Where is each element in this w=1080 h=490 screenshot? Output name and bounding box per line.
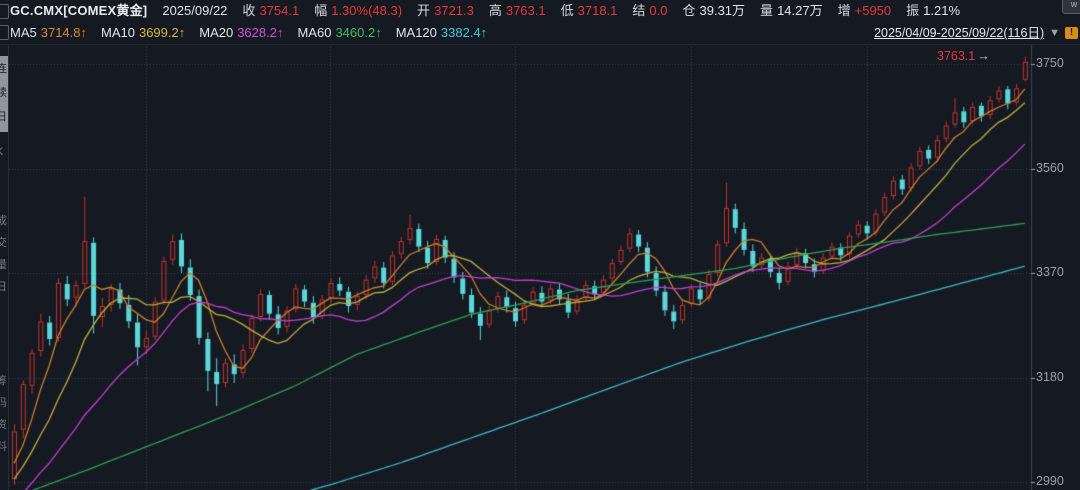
quote-fields: 收 3754.1 幅 1.30%(48.3) 开 3721.3 高 3763.1 低 3718.1… bbox=[242, 0, 960, 22]
quote-field-value: 14.27万 bbox=[777, 3, 823, 18]
ma-legend-item: MA5 3714.8↑ bbox=[10, 22, 87, 44]
quote-field-label: 振 bbox=[906, 3, 920, 18]
arrow-right-icon: → bbox=[977, 49, 990, 63]
quote-field: 结 0.0 bbox=[632, 0, 667, 22]
quote-field-label: 幅 bbox=[314, 3, 328, 18]
quote-field-label: 结 bbox=[632, 3, 646, 18]
ma-legend-item: MA10 3699.2↑ bbox=[101, 22, 185, 44]
sidebar-tab[interactable]: 料 bbox=[0, 441, 7, 453]
quote-field-value: 39.31万 bbox=[699, 3, 746, 18]
sidebar-tab[interactable]: 量 bbox=[0, 259, 7, 271]
quote-field-label: 增 bbox=[837, 3, 851, 18]
sidebar-tabs: 连续日K成交量日筹码资料 bbox=[0, 44, 9, 490]
ma-legend-item: MA120 3382.4↑ bbox=[396, 22, 487, 44]
quote-field-label: 仓 bbox=[682, 3, 696, 18]
monitor-icon[interactable]: w bbox=[1062, 0, 1080, 14]
last-price-label: 3763.1 → bbox=[937, 49, 990, 63]
ticker-symbol: GC.CMX[COMEX黄金] bbox=[10, 3, 148, 18]
quote-date: 2025/09/22 bbox=[162, 3, 228, 18]
ma-value: 3382.4↑ bbox=[440, 25, 488, 40]
quote-field: 高 3763.1 bbox=[489, 0, 546, 22]
ma-value: 3628.2↑ bbox=[237, 25, 284, 40]
ma-value: 3714.8↑ bbox=[40, 25, 87, 40]
quote-header: GC.CMX[COMEX黄金] 2025/09/22 收 3754.1 幅 1.30%… bbox=[0, 0, 1080, 22]
quote-field-value: 1.21% bbox=[923, 3, 961, 18]
ma-label: MA60 bbox=[297, 25, 332, 40]
sidebar-tab[interactable]: 日 bbox=[0, 111, 7, 123]
alert-icon[interactable]: ! bbox=[1065, 27, 1078, 39]
ma-legend-items: MA5 3714.8↑ MA10 3699.2↑ MA20 3628.2↑ MA60 3460… bbox=[10, 22, 487, 44]
ma-value: 3699.2↑ bbox=[138, 25, 186, 40]
quote-field-value: 3721.3 bbox=[434, 3, 474, 18]
quote-field: 收 3754.1 bbox=[242, 0, 299, 22]
ma-legend-item: MA60 3460.2↑ bbox=[297, 22, 381, 44]
quote-field: 低 3718.1 bbox=[561, 0, 618, 22]
ma-legend-item: MA20 3628.2↑ bbox=[199, 22, 283, 44]
quote-field-value: 3718.1 bbox=[577, 3, 618, 18]
sidebar-tab[interactable]: 筹 bbox=[0, 375, 7, 387]
sidebar-tab[interactable]: 成 bbox=[0, 215, 7, 227]
quote-field-label: 量 bbox=[760, 3, 774, 18]
clipped-tool-icon[interactable] bbox=[0, 4, 9, 19]
price-axis-label: 3560 bbox=[1036, 160, 1064, 175]
sidebar-tab-selected[interactable] bbox=[0, 56, 8, 132]
clipped-chart-icon[interactable] bbox=[0, 25, 9, 40]
date-range-button[interactable]: 2025/04/09-2025/09/22(116日) bbox=[874, 26, 1045, 40]
quote-field: 振 1.21% bbox=[906, 0, 960, 22]
ma-legend-bar: MA5 3714.8↑ MA10 3699.2↑ MA20 3628.2↑ MA60 3460… bbox=[0, 22, 1080, 45]
ma-label: MA10 bbox=[101, 25, 135, 40]
price-axis-label: 3370 bbox=[1036, 265, 1064, 279]
sidebar-tab[interactable]: 日 bbox=[0, 281, 7, 293]
quote-field-label: 高 bbox=[488, 3, 502, 18]
quote-field: 增 +5950 bbox=[838, 0, 892, 22]
last-price-value: 3763.1 bbox=[937, 49, 976, 63]
sidebar-tab[interactable]: 续 bbox=[0, 87, 7, 99]
price-axis-label: 3180 bbox=[1036, 369, 1064, 384]
quote-field: 开 3721.3 bbox=[417, 0, 474, 22]
price-axis-label: 3750 bbox=[1036, 56, 1064, 70]
quote-field-value: 3763.1 bbox=[505, 3, 546, 18]
ma-label: MA20 bbox=[199, 25, 234, 40]
ma-label: MA120 bbox=[395, 25, 437, 40]
quote-field-value: 1.30%(48.3) bbox=[331, 3, 403, 18]
quote-field-label: 收 bbox=[242, 3, 256, 18]
sidebar-tab[interactable]: 交 bbox=[0, 237, 7, 249]
sidebar-tab[interactable]: 资 bbox=[0, 419, 7, 431]
ma-value: 3460.2↑ bbox=[335, 25, 382, 40]
price-axis-label: 2990 bbox=[1036, 474, 1064, 488]
quote-field-label: 低 bbox=[560, 3, 574, 18]
quote-field: 幅 1.30%(48.3) bbox=[314, 0, 402, 22]
sidebar-tab[interactable]: 码 bbox=[0, 397, 7, 409]
quote-field-label: 开 bbox=[417, 3, 431, 18]
sidebar-tab[interactable]: K bbox=[0, 146, 8, 158]
quote-field-value: 0.0 bbox=[649, 3, 668, 18]
chevron-down-icon[interactable]: ▼ bbox=[1049, 27, 1060, 39]
ma-label: MA5 bbox=[10, 25, 37, 40]
quote-field: 量 14.27万 bbox=[760, 0, 823, 22]
quote-field-value: 3754.1 bbox=[259, 3, 300, 18]
quote-field-value: +5950 bbox=[854, 3, 892, 18]
quote-field: 仓 39.31万 bbox=[682, 0, 745, 22]
sidebar-tab[interactable]: 连 bbox=[0, 63, 7, 75]
